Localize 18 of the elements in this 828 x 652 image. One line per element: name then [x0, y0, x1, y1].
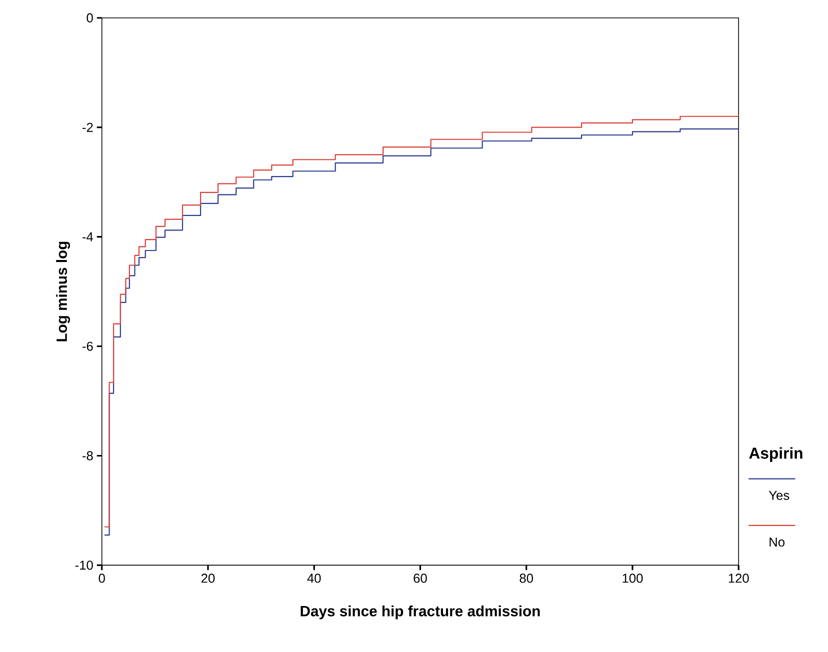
x-tick-label: 120 [728, 574, 749, 583]
x-tick-label: 60 [414, 574, 427, 583]
x-tick-label: 20 [201, 574, 215, 583]
legend-label: Yes [768, 491, 790, 500]
y-tick-label: -8 [82, 451, 93, 460]
x-tick-label: 100 [622, 574, 643, 583]
x-tick-label: 80 [520, 574, 534, 583]
x-tick-label: 0 [98, 574, 105, 583]
y-tick-label: -10 [75, 560, 93, 570]
legend-title: Aspirin [749, 447, 802, 462]
y-axis-title: Log minus log [56, 242, 70, 342]
legend-label: No [770, 538, 785, 547]
x-tick-label: 40 [307, 574, 321, 583]
x-axis-title: Days since hip fracture admission [300, 606, 540, 620]
y-tick-label: -2 [82, 123, 93, 132]
y-tick-label: -6 [82, 342, 93, 352]
y-tick-label: -4 [82, 232, 94, 242]
y-tick-label: 0 [86, 13, 93, 23]
